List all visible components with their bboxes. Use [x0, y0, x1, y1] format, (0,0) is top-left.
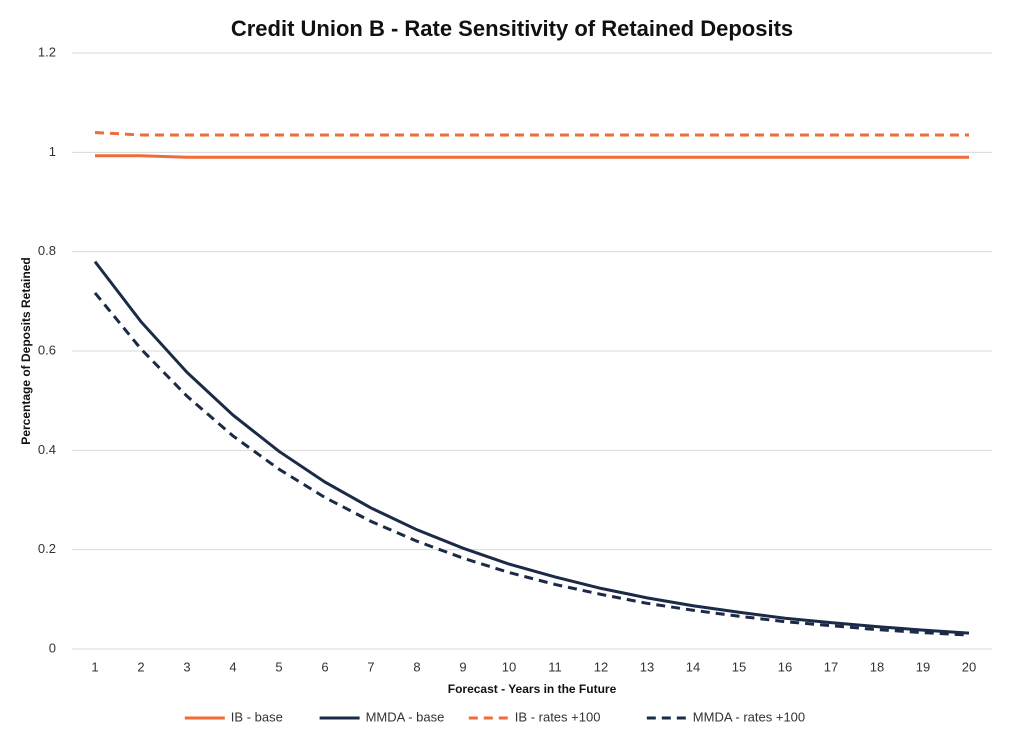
x-tick-label: 18 [870, 659, 884, 674]
y-tick-label: 0 [49, 640, 56, 655]
x-tick-label: 1 [91, 659, 98, 674]
x-tick-label: 15 [732, 659, 746, 674]
y-tick-label: 0.6 [38, 342, 56, 357]
x-tick-label: 16 [778, 659, 792, 674]
x-tick-label: 2 [137, 659, 144, 674]
series-line [93, 291, 970, 637]
x-axis-title: Forecast - Years in the Future [448, 682, 617, 696]
y-tick-label: 0.4 [38, 442, 56, 457]
series-line [94, 130, 969, 137]
y-tick-label: 1.2 [38, 44, 56, 59]
y-tick-label: 1 [49, 144, 56, 159]
x-tick-label: 5 [275, 659, 282, 674]
x-tick-label: 12 [594, 659, 608, 674]
legend-label: IB - base [231, 709, 283, 724]
chart-title: Credit Union B - Rate Sensitivity of Ret… [231, 16, 793, 41]
x-tick-label: 19 [916, 659, 930, 674]
y-tick-label: 0.2 [38, 541, 56, 556]
series-line [95, 154, 969, 159]
y-axis-title: Percentage of Deposits Retained [19, 257, 33, 444]
x-tick-label: 17 [824, 659, 838, 674]
x-tick-label: 4 [229, 659, 236, 674]
x-tick-label: 11 [548, 659, 562, 674]
series-line [93, 260, 970, 635]
x-tick-label: 7 [367, 659, 374, 674]
x-tick-label: 14 [686, 659, 700, 674]
x-tick-label: 3 [183, 659, 190, 674]
x-tick-label: 20 [962, 659, 976, 674]
x-tick-label: 8 [413, 659, 420, 674]
x-tick-label: 13 [640, 659, 654, 674]
y-tick-label: 0.8 [38, 243, 56, 258]
legend-label: MMDA - base [366, 709, 445, 724]
legend-label: MMDA - rates +100 [693, 709, 805, 724]
x-tick-label: 6 [321, 659, 328, 674]
x-tick-label: 10 [502, 659, 516, 674]
x-tick-label: 9 [459, 659, 466, 674]
legend-label: IB - rates +100 [515, 709, 601, 724]
